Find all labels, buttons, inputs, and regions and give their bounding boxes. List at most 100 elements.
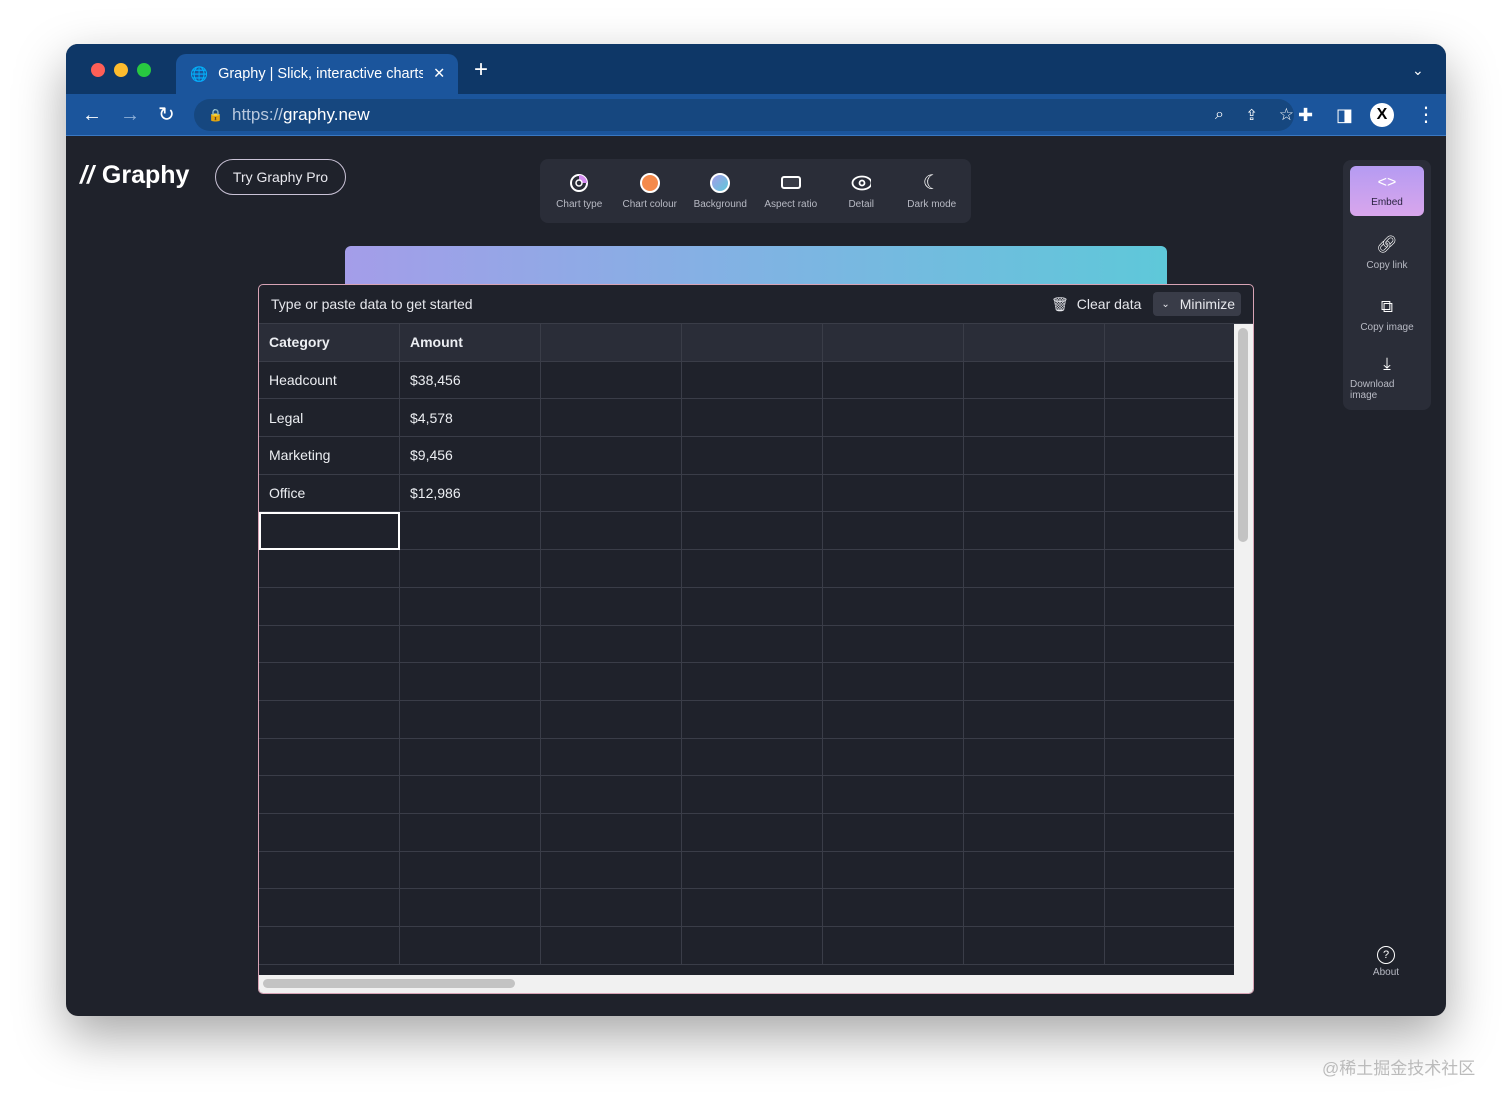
table-cell[interactable] xyxy=(823,813,964,852)
table-cell[interactable] xyxy=(541,776,682,814)
table-cell[interactable] xyxy=(259,550,400,588)
about-button[interactable]: ? About xyxy=(1366,946,1406,978)
table-cell[interactable] xyxy=(682,474,823,513)
graphy-logo[interactable]: //Graphy xyxy=(80,161,190,189)
side-panel-icon[interactable]: ◨ xyxy=(1336,105,1354,125)
table-cell[interactable] xyxy=(1105,814,1234,852)
table-cell[interactable] xyxy=(964,399,1105,438)
table-cell[interactable] xyxy=(823,512,964,551)
table-cell[interactable]: $12,986 xyxy=(400,474,541,513)
table-cell[interactable] xyxy=(541,550,682,588)
table-cell[interactable] xyxy=(682,927,823,965)
dark-mode-button[interactable]: ☾ Dark mode xyxy=(907,172,957,210)
table-cell[interactable] xyxy=(1105,852,1234,890)
horizontal-scrollbar[interactable] xyxy=(259,975,1253,993)
table-cell[interactable] xyxy=(964,851,1105,890)
table-cell[interactable] xyxy=(682,813,823,852)
table-cell[interactable]: Marketing xyxy=(259,437,400,475)
table-cell[interactable] xyxy=(823,625,964,664)
table-cell[interactable] xyxy=(541,437,682,475)
back-icon[interactable]: ← xyxy=(82,104,102,126)
embed-button[interactable]: <> Embed xyxy=(1350,166,1424,216)
table-cell[interactable] xyxy=(541,361,682,400)
table-cell[interactable] xyxy=(964,813,1105,852)
table-cell[interactable] xyxy=(823,587,964,626)
download-image-button[interactable]: ⤓ Download image xyxy=(1350,353,1395,401)
table-cell[interactable] xyxy=(541,324,682,362)
table-cell[interactable] xyxy=(541,927,682,965)
table-cell[interactable] xyxy=(400,587,541,626)
table-cell[interactable] xyxy=(259,663,400,701)
table-cell[interactable] xyxy=(541,399,682,438)
share-icon[interactable]: ⇪ xyxy=(1245,107,1258,124)
table-cell[interactable] xyxy=(964,625,1105,664)
detail-button[interactable]: Detail xyxy=(827,173,895,210)
table-cell[interactable] xyxy=(1105,475,1234,513)
table-cell[interactable] xyxy=(259,889,400,927)
try-pro-button[interactable]: Try Graphy Pro xyxy=(215,159,346,195)
table-cell[interactable]: Amount xyxy=(400,324,541,362)
close-window-button[interactable] xyxy=(91,63,105,77)
table-cell[interactable] xyxy=(1105,663,1234,701)
close-tab-icon[interactable]: ✕ xyxy=(433,66,446,82)
table-cell[interactable] xyxy=(1105,739,1234,777)
table-cell[interactable] xyxy=(400,851,541,890)
table-cell[interactable] xyxy=(1105,324,1234,362)
table-cell[interactable] xyxy=(964,550,1105,588)
table-cell[interactable] xyxy=(541,813,682,852)
table-cell[interactable] xyxy=(682,738,823,777)
table-cell[interactable] xyxy=(1105,437,1234,475)
background-button[interactable]: Background xyxy=(686,172,754,210)
table-cell[interactable]: Office xyxy=(259,474,400,513)
table-cell[interactable] xyxy=(682,550,823,588)
table-cell[interactable] xyxy=(964,889,1105,927)
table-cell[interactable]: $38,456 xyxy=(400,361,541,400)
table-cell[interactable] xyxy=(259,587,400,626)
table-cell[interactable] xyxy=(259,625,400,664)
table-cell[interactable] xyxy=(823,663,964,701)
table-cell[interactable] xyxy=(1105,550,1234,588)
table-cell[interactable] xyxy=(823,324,964,362)
table-cell[interactable] xyxy=(400,512,541,551)
table-cell[interactable] xyxy=(259,776,400,814)
table-cell[interactable] xyxy=(682,512,823,551)
table-cell[interactable] xyxy=(964,324,1105,362)
table-cell[interactable] xyxy=(541,474,682,513)
table-cell[interactable] xyxy=(964,587,1105,626)
table-cell[interactable] xyxy=(1105,512,1234,551)
table-cell[interactable] xyxy=(964,738,1105,777)
table-cell[interactable] xyxy=(682,776,823,814)
table-cell[interactable] xyxy=(964,776,1105,814)
minimize-button[interactable]: ⌄ Minimize xyxy=(1153,292,1241,316)
table-cell[interactable] xyxy=(400,663,541,701)
table-cell[interactable] xyxy=(1105,889,1234,927)
table-cell[interactable] xyxy=(823,700,964,739)
aspect-ratio-button[interactable]: Aspect ratio xyxy=(757,173,825,210)
table-cell[interactable] xyxy=(541,889,682,927)
table-cell[interactable] xyxy=(823,927,964,965)
table-cell[interactable] xyxy=(400,889,541,927)
table-cell[interactable] xyxy=(823,889,964,927)
table-cell[interactable] xyxy=(682,437,823,475)
table-cell[interactable] xyxy=(682,700,823,739)
table-cell[interactable] xyxy=(682,889,823,927)
address-bar[interactable]: 🔒 https://graphy.new ⌕ ⇪ ☆ xyxy=(194,99,1294,131)
table-cell[interactable] xyxy=(259,851,400,890)
table-cell[interactable] xyxy=(1105,362,1234,400)
table-cell[interactable] xyxy=(541,851,682,890)
table-cell[interactable] xyxy=(400,550,541,588)
table-cell[interactable] xyxy=(964,437,1105,475)
table-cell[interactable] xyxy=(964,927,1105,965)
table-cell[interactable] xyxy=(823,474,964,513)
table-cell[interactable] xyxy=(541,625,682,664)
table-cell[interactable]: $9,456 xyxy=(400,437,541,475)
table-cell[interactable] xyxy=(964,700,1105,739)
table-cell[interactable] xyxy=(400,927,541,965)
table-cell[interactable] xyxy=(682,399,823,438)
forward-icon[interactable]: → xyxy=(120,104,140,126)
reload-icon[interactable]: ↻ xyxy=(158,104,175,126)
maximize-window-button[interactable] xyxy=(137,63,151,77)
bookmark-star-icon[interactable]: ☆ xyxy=(1278,105,1294,124)
table-cell[interactable] xyxy=(1105,701,1234,739)
table-cell[interactable] xyxy=(823,738,964,777)
